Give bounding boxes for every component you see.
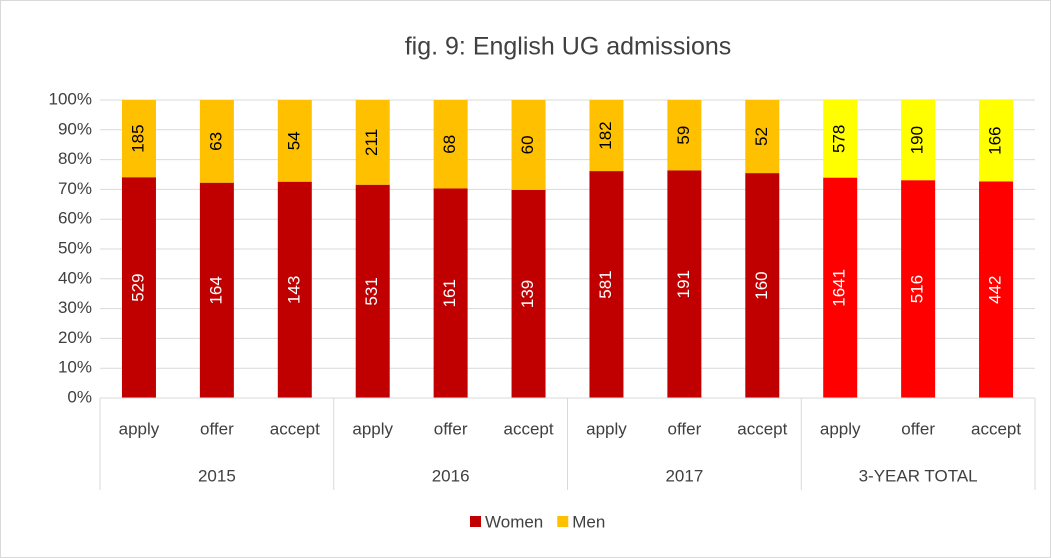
data-label: 190	[908, 126, 927, 154]
bar-segment	[121, 177, 156, 398]
y-tick-label: 20%	[58, 328, 92, 347]
x-tick-label: offer	[668, 419, 702, 438]
group-label: 2015	[198, 466, 236, 485]
legend-label: Women	[485, 512, 543, 531]
data-label: 531	[362, 277, 381, 305]
bar-segment	[667, 170, 702, 398]
group-label: 2016	[432, 466, 470, 485]
data-label: 68	[440, 135, 459, 154]
data-label: 182	[596, 121, 615, 149]
bar-segment	[433, 188, 468, 398]
bar-segment	[277, 100, 312, 182]
y-tick-label: 60%	[58, 209, 92, 228]
bar-segment	[433, 100, 468, 189]
y-tick-label: 10%	[58, 358, 92, 377]
data-label: 143	[284, 276, 303, 304]
x-tick-label: accept	[971, 419, 1021, 438]
data-label: 161	[440, 279, 459, 307]
x-tick-label: apply	[820, 419, 861, 438]
bar-segment	[355, 184, 390, 398]
y-tick-label: 40%	[58, 268, 92, 287]
bar-segment	[745, 100, 780, 174]
data-label: 164	[206, 276, 225, 304]
data-label: 211	[362, 129, 381, 156]
bar-segment	[589, 171, 624, 398]
y-tick-label: 100%	[49, 89, 92, 108]
x-tick-label: offer	[200, 419, 234, 438]
bar-segment	[277, 181, 312, 398]
y-tick-label: 70%	[58, 179, 92, 198]
legend-label: Men	[572, 512, 605, 531]
data-label: 60	[518, 135, 537, 154]
group-label: 3-YEAR TOTAL	[859, 466, 978, 485]
x-tick-label: accept	[737, 419, 787, 438]
data-label: 59	[674, 126, 693, 145]
x-tick-label: offer	[434, 419, 468, 438]
x-tick-label: accept	[503, 419, 553, 438]
data-label: 185	[128, 124, 147, 152]
x-tick-label: apply	[586, 419, 627, 438]
x-tick-label: accept	[270, 419, 320, 438]
data-label: 52	[752, 127, 771, 146]
x-tick-label: apply	[352, 419, 393, 438]
y-tick-label: 50%	[58, 238, 92, 257]
bar-segment	[589, 100, 624, 172]
y-tick-label: 30%	[58, 298, 92, 317]
data-label: 516	[908, 275, 927, 303]
group-label: 2017	[665, 466, 703, 485]
bar-segment	[823, 100, 858, 178]
data-label: 578	[830, 125, 849, 153]
y-tick-label: 0%	[67, 387, 92, 406]
data-label: 191	[674, 270, 693, 298]
y-tick-label: 90%	[58, 119, 92, 138]
bar-segment	[511, 189, 546, 398]
bar-segment	[901, 100, 936, 181]
bar-segment	[979, 181, 1014, 398]
data-label: 54	[284, 131, 303, 150]
bar-segment	[121, 100, 156, 178]
bar-segment	[901, 180, 936, 398]
bar-segment	[823, 177, 858, 398]
legend-swatch	[557, 516, 569, 527]
data-label: 581	[596, 270, 615, 298]
y-tick-label: 80%	[58, 149, 92, 168]
data-label: 139	[518, 280, 537, 308]
chart-title: fig. 9: English UG admissions	[405, 33, 732, 61]
bar-segment	[199, 182, 234, 398]
data-label: 1641	[830, 269, 849, 307]
data-label: 166	[986, 126, 1005, 154]
bar-segment	[745, 173, 780, 398]
bar-segment	[979, 100, 1014, 182]
data-label: 529	[128, 273, 147, 301]
data-label: 63	[206, 132, 225, 151]
bar-segment	[511, 100, 546, 190]
bar-segment	[667, 100, 702, 171]
bar-segment	[199, 100, 234, 183]
data-label: 160	[752, 271, 771, 299]
x-tick-label: apply	[119, 419, 160, 438]
data-label: 442	[986, 275, 1005, 303]
legend-swatch	[470, 516, 481, 527]
x-tick-label: offer	[901, 419, 935, 438]
bar-segment	[355, 100, 390, 185]
